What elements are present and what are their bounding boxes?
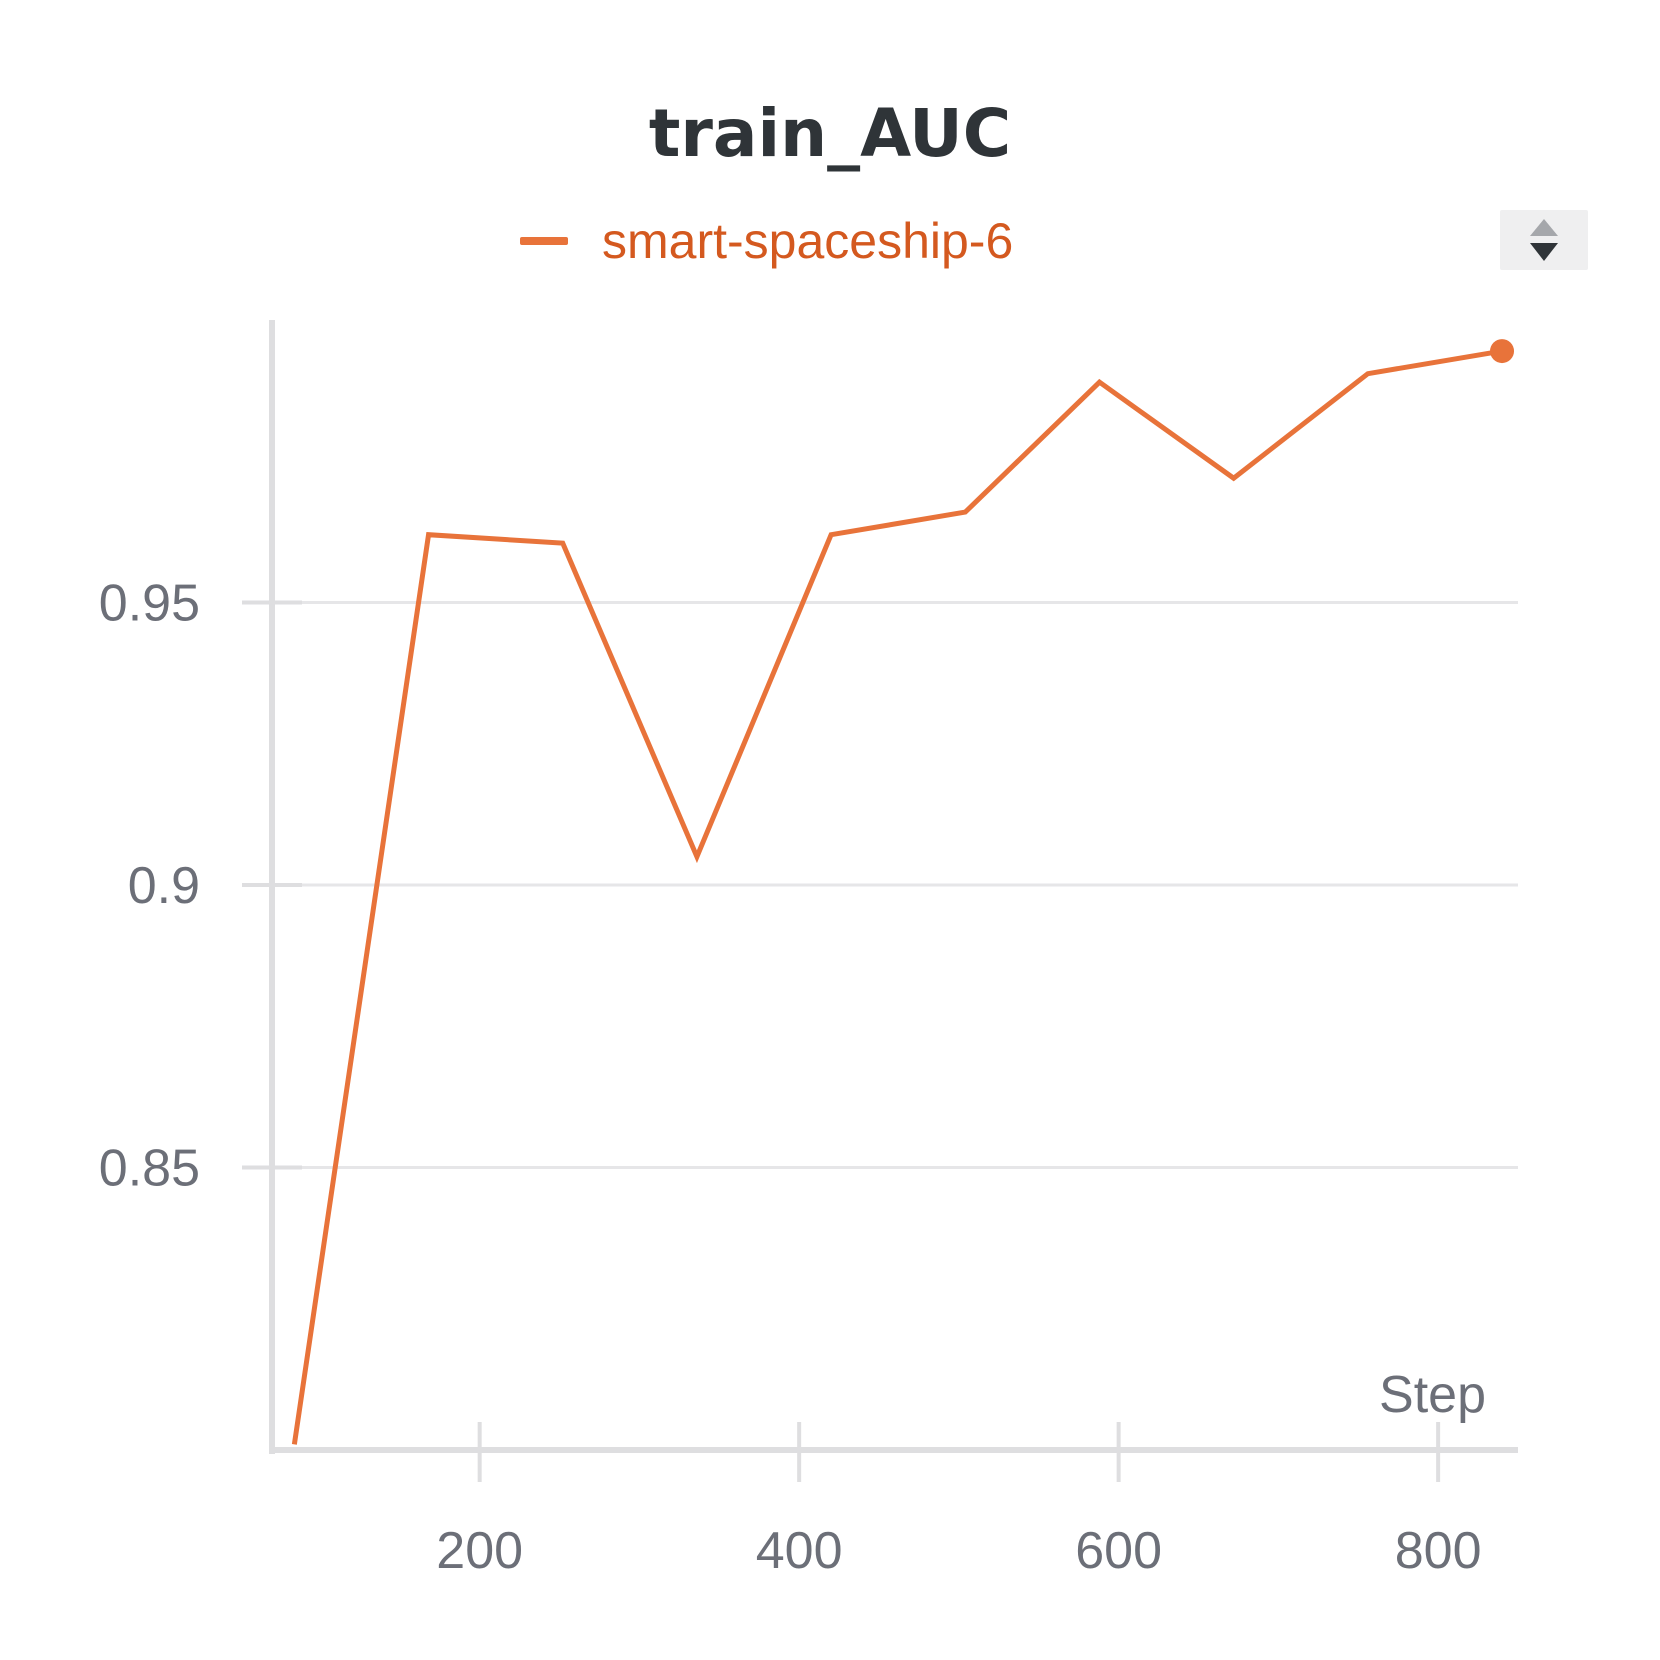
chart-title: train_AUC [648,95,1012,172]
y-tick-label: 0.95 [99,575,200,633]
x-tick-label: 400 [756,1522,843,1580]
x-tick-label: 800 [1395,1522,1482,1580]
series-end-point [1490,339,1515,364]
sort-legend-button[interactable] [1500,210,1588,270]
legend-swatch [520,237,568,245]
y-tick-label: 0.9 [128,857,200,915]
sort-up-down-icon [1530,219,1558,261]
legend-label-series: smart-spaceship-6 [602,213,1014,269]
x-axis-title: Step [1379,1366,1486,1424]
legend[interactable]: smart-spaceship-6 [520,206,1013,276]
x-tick-label: 200 [436,1522,523,1580]
y-tick-label: 0.85 [99,1140,200,1198]
series-line [291,348,1503,1445]
x-tick-label: 600 [1075,1522,1162,1580]
